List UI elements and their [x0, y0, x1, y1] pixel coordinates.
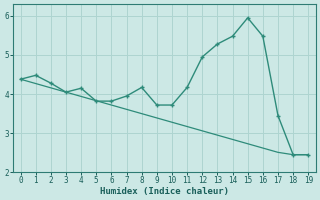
X-axis label: Humidex (Indice chaleur): Humidex (Indice chaleur): [100, 187, 229, 196]
